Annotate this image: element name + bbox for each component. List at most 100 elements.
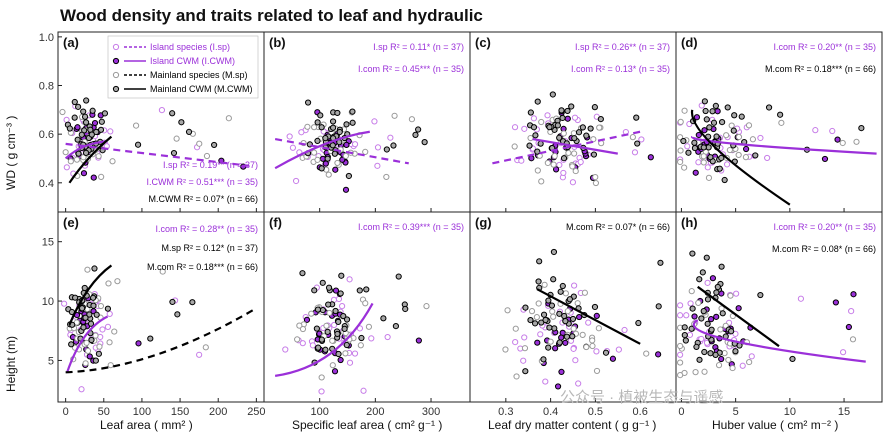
mainland-cwm-point bbox=[325, 301, 332, 308]
island-species-point bbox=[683, 312, 690, 319]
mainland-cwm-point bbox=[68, 341, 75, 348]
island-species-point bbox=[723, 161, 731, 168]
mainland-cwm-point bbox=[317, 112, 324, 119]
mainland-species-point bbox=[527, 134, 534, 142]
y-tick-label: 5 bbox=[48, 355, 54, 367]
island-cwm-point bbox=[593, 312, 600, 319]
mainland-cwm-point bbox=[545, 344, 552, 351]
legend: Island species (I.sp) Island CWM (I.CWM) M… bbox=[107, 35, 259, 99]
mainland-species-point bbox=[749, 136, 757, 143]
island-cwm-point bbox=[332, 166, 339, 173]
mainland-cwm-point bbox=[340, 312, 347, 320]
island-cwm-point bbox=[331, 368, 339, 375]
island-fit-line bbox=[492, 130, 641, 165]
mainland-cwm-point bbox=[341, 325, 348, 333]
mainland-cwm-point bbox=[558, 107, 565, 114]
mainland-cwm-point bbox=[710, 119, 718, 126]
island-cwm-point bbox=[709, 275, 717, 282]
island-species-point bbox=[829, 127, 836, 135]
stat-annotation: M.com R² = 0.07* (n = 66) bbox=[566, 222, 670, 232]
x-tick-label: 100 bbox=[133, 406, 151, 418]
legend-label: Island CWM (I.CWM) bbox=[150, 56, 235, 66]
panel-c: (c) I.sp R² = 0.26** (n = 37) I.com R² = 0… bbox=[469, 31, 677, 213]
mainland-species-point bbox=[596, 124, 603, 131]
island-species-point bbox=[331, 321, 338, 329]
mainland-species-point bbox=[365, 323, 373, 330]
panel-label: (d) bbox=[681, 35, 698, 50]
mainland-cwm-point bbox=[752, 152, 759, 159]
mainland-species-point bbox=[98, 173, 105, 181]
stat-annotation: I.com R² = 0.13* (n = 35) bbox=[571, 64, 670, 74]
x-tick-label: 100 bbox=[310, 406, 328, 418]
x-tick-label: 50 bbox=[98, 406, 110, 418]
mainland-species-point bbox=[677, 372, 684, 379]
mainland-cwm-point bbox=[566, 296, 573, 303]
island-species-point bbox=[764, 154, 771, 162]
mainland-cwm-point bbox=[583, 132, 590, 139]
mainland-cwm-point bbox=[559, 282, 566, 290]
island-species-point bbox=[757, 134, 764, 142]
panel-label: (e) bbox=[63, 215, 79, 230]
mainland-cwm-point bbox=[82, 149, 90, 156]
mainland-cwm-point bbox=[82, 314, 89, 321]
island-species-point bbox=[556, 161, 563, 169]
island-species-point bbox=[585, 319, 592, 326]
mainland-cwm-point bbox=[329, 142, 336, 149]
island-cwm-point bbox=[135, 340, 142, 347]
x-tick-label: 10 bbox=[784, 406, 796, 418]
mainland-cwm-point bbox=[324, 155, 331, 162]
island-species-point bbox=[521, 125, 528, 132]
island-species-point bbox=[106, 310, 113, 318]
island-species-point bbox=[544, 112, 551, 119]
island-cwm-point bbox=[692, 169, 699, 176]
mainland-cwm-point bbox=[545, 297, 552, 304]
island-cwm-point bbox=[832, 299, 839, 306]
mainland-fit-line bbox=[536, 288, 641, 345]
mainland-species-point bbox=[202, 344, 209, 351]
x-tick-label: 200 bbox=[366, 406, 384, 418]
mainland-cwm-point bbox=[75, 150, 82, 157]
mainland-cwm-point bbox=[568, 103, 575, 110]
panel-label: (f) bbox=[269, 215, 282, 230]
mainland-species-point bbox=[551, 152, 558, 160]
island-cwm-point bbox=[707, 316, 715, 323]
mainland-species-point bbox=[589, 337, 596, 344]
mainland-cwm-point bbox=[531, 320, 539, 327]
island-species-point bbox=[360, 387, 367, 394]
mainland-species-point bbox=[73, 156, 81, 163]
y-tick-label: 1.0 bbox=[39, 32, 54, 44]
mainland-cwm-point bbox=[706, 124, 713, 131]
mainland-species-point bbox=[106, 339, 113, 346]
mainland-cwm-point bbox=[657, 259, 664, 266]
island-cwm-point bbox=[693, 114, 701, 121]
island-species-point bbox=[374, 162, 381, 169]
mainland-cwm-point bbox=[564, 107, 571, 115]
mainland-cwm-point bbox=[170, 149, 178, 157]
mainland-cwm-point bbox=[549, 91, 556, 98]
island-species-point bbox=[542, 378, 549, 385]
mainland-cwm-point bbox=[691, 144, 699, 152]
mainland-cwm-point bbox=[78, 131, 85, 138]
mainland-species-point bbox=[746, 358, 753, 366]
mainland-species-point bbox=[745, 122, 753, 129]
island-cwm-point bbox=[558, 368, 565, 375]
mainland-cwm-point bbox=[319, 306, 326, 314]
mainland-cwm-point bbox=[703, 116, 710, 123]
mainland-cwm-point bbox=[299, 270, 306, 277]
island-species-point bbox=[351, 350, 359, 357]
mainland-species-point bbox=[310, 149, 318, 156]
mainland-cwm-point bbox=[550, 276, 557, 283]
legend-label: Island species (I.sp) bbox=[150, 42, 230, 52]
island-species-point bbox=[695, 159, 702, 166]
mainland-cwm-point bbox=[551, 325, 558, 332]
mainland-cwm-point bbox=[535, 278, 542, 285]
island-species-point bbox=[346, 276, 353, 283]
stat-annotation: I.CWM R² = 0.51*** (n = 35) bbox=[146, 177, 258, 187]
mainland-cwm-point bbox=[349, 119, 356, 126]
island-species-point bbox=[569, 179, 577, 186]
island-species-point bbox=[698, 102, 705, 109]
legend-marker bbox=[112, 43, 120, 51]
mainland-cwm-point bbox=[390, 142, 397, 149]
mainland-cwm-point bbox=[93, 128, 100, 136]
mainland-species-point bbox=[513, 373, 520, 380]
